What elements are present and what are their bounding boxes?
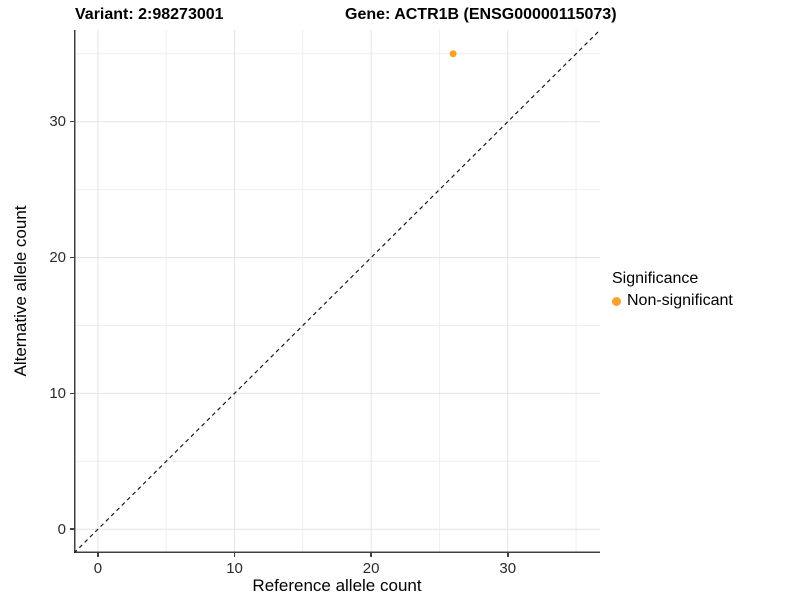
y-tick-mark (70, 256, 74, 259)
y-tick-label: 30 (49, 113, 66, 131)
y-axis-label: Alternative allele count (11, 205, 30, 377)
data-point (449, 50, 457, 58)
x-tick-label: 30 (499, 560, 517, 577)
x-tick-mark (233, 553, 236, 557)
plot-panel (73, 29, 601, 554)
y-tick-mark (70, 392, 74, 395)
x-tick-mark (507, 553, 509, 557)
y-tick-label: 20 (49, 249, 66, 267)
y-tick-mark (70, 120, 74, 123)
variant-title: Variant: 2:98273001 (75, 6, 224, 23)
y-tick-label: 10 (49, 384, 66, 402)
plot-canvas (73, 29, 601, 554)
x-axis-label: Reference allele count (252, 576, 422, 595)
x-tick-mark (370, 553, 372, 557)
legend: Significance Non-significant (612, 270, 733, 310)
legend-label: Non-significant (627, 292, 733, 309)
x-tick-label: 10 (226, 560, 243, 577)
x-tick-label: 0 (93, 560, 103, 577)
legend-entries: Non-significant (612, 292, 733, 310)
legend-point-icon (612, 296, 621, 306)
legend-title: Significance (612, 270, 699, 287)
legend-entry: Non-significant (612, 292, 733, 310)
x-tick-mark (97, 553, 99, 557)
gene-title: Gene: ACTR1B (ENSG00000115073) (345, 6, 617, 23)
identity-line (73, 29, 601, 554)
y-tick-label: 0 (57, 520, 66, 538)
x-tick-label: 20 (362, 560, 380, 577)
y-tick-mark (70, 528, 74, 530)
